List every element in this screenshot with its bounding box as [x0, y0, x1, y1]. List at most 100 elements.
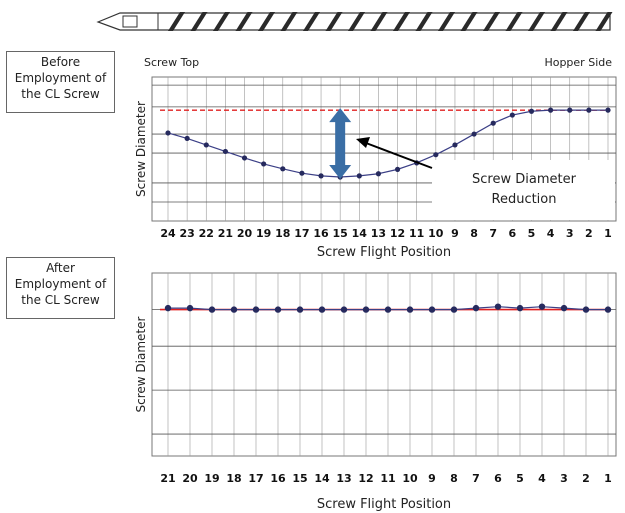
chart-after-series	[164, 303, 612, 313]
screw-flight	[235, 12, 253, 31]
chart-before-series	[165, 107, 611, 180]
double-arrow-shape	[329, 108, 352, 179]
data-point	[567, 107, 573, 113]
series-line	[167, 109, 608, 178]
x-tick-label: 8	[470, 227, 478, 240]
x-tick-label: 9	[451, 227, 459, 240]
data-point	[494, 303, 502, 310]
screw-tip-window	[122, 15, 138, 28]
data-point	[406, 306, 414, 313]
data-point	[165, 130, 171, 136]
data-point	[280, 166, 286, 172]
x-tick-label: 2	[582, 472, 590, 485]
chart-after-frame	[151, 272, 617, 457]
after-box-label: After Employment of the CL Screw	[6, 257, 115, 319]
annotation-background	[432, 160, 615, 220]
data-point	[605, 107, 611, 113]
data-point	[164, 304, 172, 312]
x-tick-label: 4	[538, 472, 546, 485]
x-tick-label: 20	[237, 227, 253, 240]
data-point	[528, 108, 535, 114]
vertical-double-arrow-icon	[329, 108, 352, 179]
screw-flight	[348, 12, 365, 31]
data-point	[471, 131, 477, 137]
data-point	[472, 304, 480, 312]
data-point	[252, 306, 260, 313]
screw-flight	[190, 12, 208, 31]
x-tick-label: 20	[182, 472, 198, 485]
before-box-line-3: the CL Screw	[21, 87, 100, 101]
x-tick-label: 15	[292, 472, 307, 485]
chart-after-x-ticks: 21 20 19 18 17 16 15 14 13 12 11 10 9 8 7 6 5 4 3 2 1	[160, 472, 611, 485]
data-point	[586, 107, 592, 113]
screw-flight	[595, 12, 613, 31]
pointer-arrow-head	[356, 137, 370, 148]
x-tick-label: 23	[179, 227, 194, 240]
x-tick-label: 12	[358, 472, 373, 485]
x-tick-label: 17	[248, 472, 263, 485]
screw-flight	[168, 12, 185, 31]
data-point	[582, 306, 590, 313]
x-tick-label: 14	[352, 227, 368, 240]
data-point	[450, 306, 458, 313]
data-point	[362, 306, 370, 313]
before-box-line-1: Before	[40, 55, 81, 69]
data-point	[241, 155, 248, 161]
x-tick-label: 17	[294, 227, 309, 240]
screw-flight	[393, 12, 410, 31]
x-tick-label: 18	[226, 472, 241, 485]
x-tick-label: 9	[428, 472, 436, 485]
after-box-line-3: the CL Screw	[21, 293, 100, 307]
x-tick-label: 21	[160, 472, 175, 485]
hopper-side-label: Hopper Side	[544, 56, 612, 69]
screw-flight	[415, 12, 433, 31]
chart-before-x-axis-label: Screw Flight Position	[317, 245, 451, 260]
before-box-line-2: Employment of	[14, 71, 107, 85]
data-point	[384, 306, 392, 313]
x-tick-label: 13	[371, 227, 386, 240]
x-tick-label: 7	[472, 472, 480, 485]
x-tick-label: 24	[160, 227, 176, 240]
x-tick-label: 16	[270, 472, 286, 485]
x-tick-label: 1	[604, 472, 612, 485]
screw-flight	[370, 12, 388, 31]
pointer-arrow-shaft	[365, 142, 433, 169]
x-tick-label: 15	[333, 227, 348, 240]
annotation-line-1: Screw Diameter	[472, 172, 577, 187]
x-tick-label: 11	[409, 227, 424, 240]
data-point	[203, 142, 209, 148]
data-point	[208, 306, 216, 313]
data-point	[299, 170, 305, 176]
data-point	[509, 112, 515, 118]
x-tick-label: 14	[314, 472, 330, 485]
screw-top-label: Screw Top	[144, 56, 199, 69]
data-point	[452, 142, 458, 148]
x-tick-label: 11	[380, 472, 395, 485]
data-point	[318, 306, 326, 313]
x-tick-label: 10	[402, 472, 418, 485]
x-tick-label: 4	[547, 227, 555, 240]
diameter-reduction-annotation: Screw Diameter Reduction	[329, 108, 615, 220]
screw-flight	[303, 12, 320, 31]
screw-flight	[213, 12, 230, 31]
screw-flight	[528, 12, 545, 31]
after-box-line-2: Employment of	[14, 277, 107, 291]
data-point	[375, 171, 382, 177]
x-tick-label: 18	[275, 227, 290, 240]
chart-after: 21 20 19 18 17 16 15 14 13 12 11 10 9 8 7 6 5 4 3 2 1 Screw …	[134, 272, 617, 512]
data-point	[296, 306, 304, 313]
x-tick-label: 13	[336, 472, 351, 485]
data-point	[274, 306, 282, 313]
data-point	[318, 173, 324, 179]
data-point	[548, 107, 554, 113]
pointer-arrow-icon	[356, 137, 433, 169]
x-tick-label: 3	[560, 472, 568, 485]
data-point	[560, 304, 568, 312]
screw-flight	[325, 12, 343, 31]
data-point	[261, 161, 267, 167]
screw-flight	[505, 12, 523, 31]
data-point	[433, 152, 439, 158]
x-tick-label: 5	[528, 227, 536, 240]
x-tick-label: 10	[428, 227, 444, 240]
